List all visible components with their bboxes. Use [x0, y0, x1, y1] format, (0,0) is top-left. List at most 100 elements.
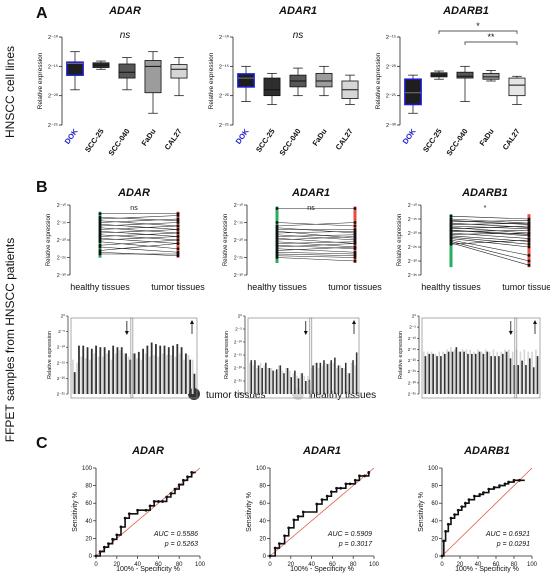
paired-sample-line: [99, 246, 179, 253]
tumor-bar: [86, 347, 89, 394]
y-tick-label: 2⁻¹⁵: [48, 63, 58, 70]
roc-chart-title: ADARB1: [463, 445, 510, 457]
y-tick-label: 2⁰: [61, 314, 66, 319]
roc-point: [136, 508, 140, 512]
y-tick-label: 80: [85, 484, 92, 490]
healthy-bar: [110, 359, 113, 394]
healthy-bar: [303, 375, 306, 394]
x-category-label: DOK: [234, 127, 251, 146]
y-tick-label: 40: [85, 519, 92, 525]
tumor-bar: [90, 348, 93, 394]
paired-sample-line: [99, 241, 179, 250]
paired-sample-line: [99, 222, 179, 227]
paired-sample-line: [99, 232, 179, 237]
tumor-point: [527, 219, 531, 222]
y-tick-label: 2⁻¹⁰: [408, 336, 416, 341]
tumor-bar: [159, 345, 162, 394]
roc-point: [283, 534, 286, 538]
tumor-point: [527, 238, 531, 242]
tumor-bar: [261, 368, 263, 394]
tumor-bar: [494, 356, 496, 394]
roc-point: [344, 482, 348, 486]
tumor-point: [176, 214, 180, 217]
tumor-bar: [150, 342, 153, 394]
significance-label: *: [484, 205, 487, 212]
y-tick-label: 2⁻¹⁰: [219, 34, 230, 41]
box-cal27: [170, 64, 188, 79]
group-frame: [247, 317, 313, 399]
tumor-bar: [459, 351, 462, 394]
box-scc-040: [456, 71, 474, 79]
y-tick-label: 2⁻³⁰: [386, 122, 397, 129]
healthy-bar: [292, 373, 295, 394]
tumor-point: [527, 263, 531, 267]
tumor-bar: [330, 360, 332, 394]
roc-point: [292, 518, 296, 522]
tumor-bar: [471, 353, 473, 394]
x-tick-label: 40: [134, 562, 141, 568]
tumor-bar: [521, 360, 523, 394]
x-category-label: SCC-040: [445, 127, 470, 157]
y-tick-label: 40: [431, 519, 438, 525]
healthy-bar: [148, 356, 151, 394]
healthy-point: [98, 240, 102, 244]
roc-point: [148, 504, 152, 508]
roc-point: [339, 486, 343, 490]
x-tick-label: 20: [287, 562, 294, 568]
healthy-bar: [249, 362, 251, 394]
healthy-point: [449, 228, 453, 232]
healthy-bar: [72, 359, 74, 394]
tumor-point: [176, 242, 180, 245]
tumor-bar: [334, 357, 336, 394]
y-tick-label: 2⁻²⁰: [234, 366, 242, 371]
roc-point: [512, 478, 516, 482]
y-tick-label: 2⁻²⁰: [57, 238, 66, 244]
tumor-bar: [137, 351, 140, 394]
healthy-bar: [488, 351, 491, 394]
roc-point: [115, 533, 119, 537]
roc-point: [98, 550, 102, 553]
significance-bracket: [464, 41, 518, 45]
y-tick-label: 2⁻²⁵: [408, 369, 416, 374]
tumor-bar: [125, 353, 127, 394]
healthy-point: [275, 256, 279, 259]
roc-chart-title: ADAR1: [302, 445, 341, 457]
healthy-bar: [535, 349, 537, 394]
y-tick-label: 2⁻¹⁰: [57, 203, 66, 209]
x-category-label: CAL27: [501, 127, 522, 152]
x-tick-label: 80: [176, 562, 183, 568]
healthy-bar: [339, 365, 342, 394]
tumor-bar: [424, 356, 427, 394]
tumor-bar: [517, 365, 520, 394]
paired-sample-line: [450, 236, 530, 245]
tumor-bar: [326, 364, 329, 394]
healthy-bar: [430, 351, 433, 394]
x-category-label: SCC-040: [278, 127, 303, 157]
paired-sample-line: [99, 216, 179, 222]
healthy-bar: [465, 349, 468, 394]
healthy-bar: [136, 358, 138, 394]
paired-sample-line: [276, 222, 356, 227]
tumor-point: [353, 245, 357, 249]
tumor-bar: [451, 351, 454, 394]
tumor-bar: [436, 356, 438, 394]
healthy-bar: [259, 362, 262, 394]
x-tick-label: 20: [457, 562, 464, 568]
y-tick-label: 2⁻³⁰: [408, 259, 417, 265]
tumor-bar: [290, 377, 293, 394]
arrow-head: [124, 331, 129, 335]
tumor-bar: [257, 365, 260, 394]
x-category-label: tumor tissues: [502, 282, 550, 292]
x-category-label: tumor tissues: [151, 282, 205, 292]
tumor-bar: [99, 347, 102, 394]
tumor-bar: [265, 362, 267, 394]
healthy-bar: [531, 351, 533, 394]
paired-sample-line: [99, 215, 179, 220]
group-frame: [70, 317, 134, 399]
x-category-label: CAL27: [163, 127, 184, 152]
x-axis-label: 100% - Specificity %: [455, 566, 519, 573]
significance-label: ns: [293, 30, 304, 41]
tumor-bar: [254, 360, 256, 394]
group-frame: [514, 317, 541, 399]
paired-sample-line: [99, 225, 179, 230]
